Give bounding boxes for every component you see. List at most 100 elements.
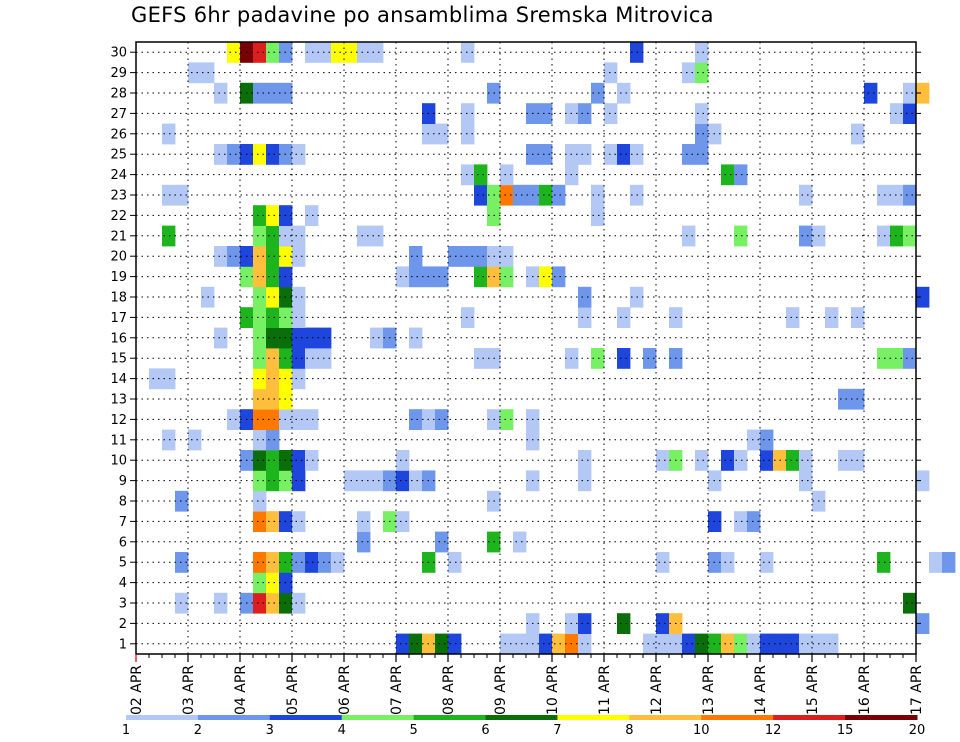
y-tick-label: 11 — [110, 433, 127, 448]
heatmap-cell — [760, 633, 774, 655]
colorbar-swatch — [629, 715, 702, 720]
heatmap-cell — [305, 450, 319, 471]
colorbar-label: 2 — [194, 723, 202, 738]
heatmap-cell — [318, 552, 332, 573]
heatmap-cell — [474, 184, 488, 206]
x-tick-label: 02 APR — [129, 665, 145, 715]
heatmap-cell — [253, 327, 267, 349]
heatmap-cell — [409, 327, 423, 349]
colorbar-swatch — [197, 715, 271, 720]
heatmap-cell — [331, 552, 345, 573]
y-tick-label: 21 — [110, 229, 127, 244]
colorbar-swatch — [485, 715, 558, 720]
heatmap-cell — [253, 388, 267, 410]
heatmap-cell — [643, 348, 657, 369]
y-tick-label: 27 — [110, 107, 127, 122]
colorbar: 1 2 3 4 5 6 7 8 10 12 15 20 — [122, 715, 925, 738]
heatmap-cell — [734, 450, 748, 471]
heatmap-cell — [292, 246, 306, 267]
heatmap-cell — [552, 184, 566, 206]
heatmap-cell — [903, 592, 917, 614]
heatmap-cell — [461, 42, 475, 63]
x-tick-label: 16 APR — [857, 665, 873, 715]
heatmap-cell — [175, 490, 189, 512]
y-tick-label: 5 — [119, 556, 127, 571]
heatmap-cell — [305, 327, 319, 349]
heatmap-cell — [318, 42, 332, 63]
heatmap-cell — [786, 633, 800, 655]
heatmap-cell — [253, 348, 267, 369]
heatmap-cell — [916, 613, 930, 634]
heatmap-cell — [578, 144, 592, 165]
heatmap-cell — [903, 184, 917, 206]
heatmap-cell — [253, 429, 267, 451]
y-tick-label: 25 — [110, 148, 127, 163]
y-tick-label: 8 — [119, 495, 127, 510]
heatmap-cell — [214, 327, 228, 349]
heatmap-cell — [305, 348, 319, 369]
heatmap-cell — [266, 409, 280, 430]
y-tick-label: 12 — [110, 413, 127, 428]
heatmap-cell — [474, 266, 488, 288]
y-tick-label: 7 — [119, 515, 127, 530]
heatmap-cell — [396, 633, 410, 655]
heatmap-cell — [266, 307, 280, 328]
y-tick-label: 26 — [110, 127, 127, 142]
heatmap-cell — [539, 103, 553, 124]
heatmap-cell — [604, 144, 618, 165]
heatmap-cell — [305, 205, 319, 226]
heatmap-cell — [825, 633, 839, 655]
heatmap-cell — [435, 123, 449, 145]
heatmap-cell — [903, 225, 917, 247]
heatmap-cell — [877, 348, 891, 369]
colorbar-label: 8 — [625, 723, 633, 738]
heatmap-cell — [916, 470, 930, 492]
heatmap-cell — [461, 164, 475, 186]
heatmap-cell — [435, 531, 449, 553]
heatmap-cell — [539, 266, 553, 288]
heatmap-cell — [916, 82, 930, 104]
colorbar-label: 12 — [765, 723, 782, 738]
heatmap-cell — [266, 327, 280, 349]
y-tick-label: 15 — [110, 352, 127, 367]
colorbar-label: 15 — [837, 723, 854, 738]
heatmap-cell — [292, 307, 306, 328]
heatmap-cell — [448, 552, 462, 573]
heatmap-cell — [578, 633, 592, 655]
y-tick-label: 9 — [119, 474, 127, 489]
heatmap-cell — [747, 633, 761, 655]
heatmap-cell — [890, 184, 904, 206]
heatmap-cell — [578, 103, 592, 124]
heatmap-cell — [266, 572, 280, 594]
heatmap-cell — [890, 225, 904, 247]
heatmap-cell — [162, 368, 176, 390]
colorbar-label: 10 — [693, 723, 710, 738]
heatmap-cell — [292, 470, 306, 492]
colorbar-label: 5 — [409, 723, 417, 738]
heatmap-cell — [695, 144, 709, 165]
heatmap-cell — [500, 633, 514, 655]
heatmap-cell — [227, 42, 241, 63]
y-tick-label: 16 — [110, 331, 127, 346]
heatmap-cell — [188, 429, 202, 451]
y-axis-ticks: 1234567891011121314151617181920212223242… — [110, 46, 921, 652]
heatmap-cell — [591, 184, 605, 206]
heatmap-cell — [864, 82, 878, 104]
heatmap-cell — [370, 225, 384, 247]
heatmap-cell — [903, 82, 917, 104]
heatmap-cell — [292, 348, 306, 369]
heatmap-cell — [266, 144, 280, 165]
heatmap-cell — [266, 552, 280, 573]
grid-lines — [136, 42, 916, 654]
x-tick-label: 06 APR — [337, 665, 353, 715]
heatmap-cell — [695, 123, 709, 145]
heatmap-cell — [721, 633, 735, 655]
heatmap-cell — [760, 450, 774, 471]
heatmap-cell — [916, 286, 930, 308]
heatmap-cell — [760, 429, 774, 451]
heatmap-cell — [890, 103, 904, 124]
heatmap-cell — [214, 144, 228, 165]
heatmap-cell — [786, 450, 800, 471]
x-tick-label: 08 APR — [441, 665, 457, 715]
